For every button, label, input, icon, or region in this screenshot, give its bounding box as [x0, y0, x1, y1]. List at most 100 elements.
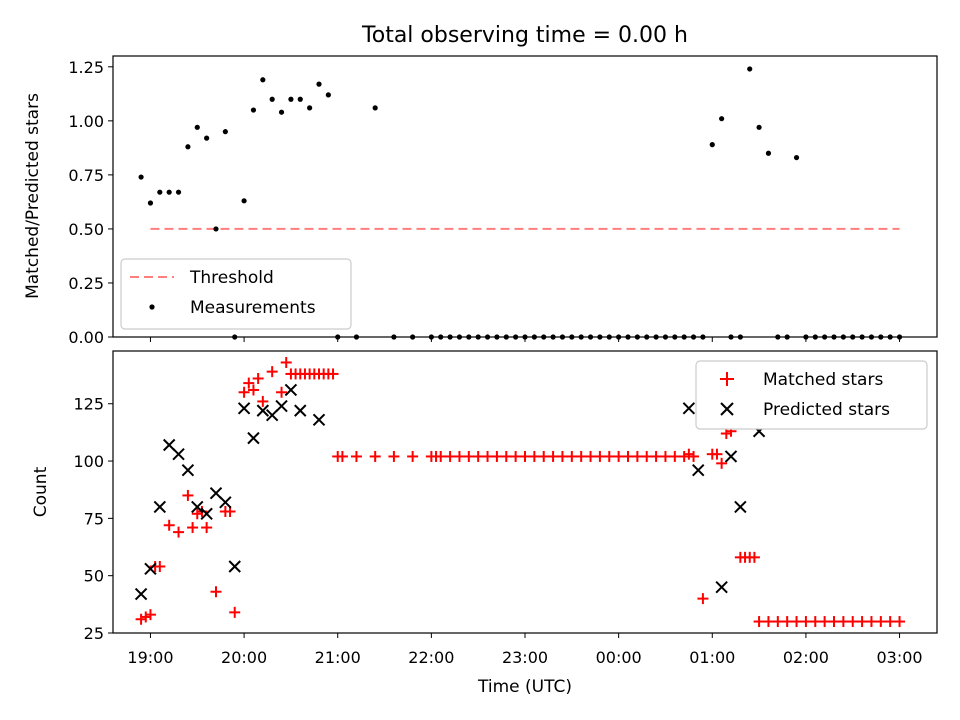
predicted-star-stroke — [200, 507, 213, 520]
predicted-star-stroke — [682, 402, 696, 415]
predicted-star-point — [237, 402, 251, 415]
predicted-star-point — [692, 464, 705, 477]
measurement-point — [765, 150, 772, 156]
predicted-star-point — [734, 500, 747, 514]
measurement-point — [147, 200, 154, 206]
matched-star-point — [622, 450, 634, 462]
predicted-star-point — [162, 438, 176, 452]
matched-star-point — [837, 616, 849, 628]
bottom-panel: 25 50 75 100 125 19:00 20:00 21:00 22:00 23:00 00… — [31, 350, 938, 697]
matched-star-point — [327, 368, 339, 380]
matched-star-point — [772, 616, 784, 628]
matched-star-point — [865, 616, 877, 628]
matched-star-point — [266, 366, 278, 378]
matched-star-point — [187, 522, 199, 534]
predicted-star-point — [153, 500, 167, 514]
top-panel: 0.00 0.25 0.50 0.75 1.00 1.25 Matched/Predict… — [23, 55, 938, 347]
matched-star-point — [463, 450, 475, 462]
matched-star-point — [336, 450, 348, 462]
predicted-star-stroke — [724, 450, 738, 463]
predicted-star-stroke — [256, 404, 270, 417]
bottom-x-tick-label: 01:00 — [689, 648, 735, 667]
bottom-x-tick-label: 02:00 — [783, 648, 829, 667]
predicted-star-stroke — [153, 500, 167, 514]
predicted-star-stroke — [144, 562, 157, 576]
matched-star-point — [720, 428, 732, 440]
matched-star-point — [257, 395, 269, 407]
matched-star-point — [753, 616, 765, 628]
matched-star-point — [491, 450, 503, 462]
matched-star-point — [238, 386, 250, 398]
bottom-y-axis-label: Count — [31, 466, 51, 517]
measurement-point — [194, 124, 200, 130]
matched-star-point — [697, 593, 709, 605]
matched-star-point — [847, 616, 859, 628]
matched-star-point — [444, 450, 456, 462]
predicted-star-stroke — [237, 402, 251, 415]
bottom-legend: Matched stars Predicted stars — [695, 360, 928, 430]
bottom-y-axis: 25 50 75 100 125 — [73, 395, 113, 643]
top-y-tick-label: 0.25 — [68, 274, 104, 293]
measurement-point — [719, 116, 725, 122]
legend-matched-label: Matched stars — [763, 370, 883, 390]
predicted-star-stroke — [284, 383, 298, 397]
predicted-star-point — [715, 580, 728, 594]
matched-star-point — [528, 450, 540, 462]
matched-star-point — [144, 609, 156, 621]
predicted-star-stroke — [219, 496, 232, 509]
matched-star-point — [669, 450, 681, 462]
top-y-tick-label: 1.25 — [68, 58, 104, 77]
matched-star-point — [173, 526, 185, 538]
top-legend-box — [120, 258, 352, 330]
measurement-point — [269, 96, 275, 102]
predicted-star-point — [200, 507, 213, 520]
matched-star-point — [556, 450, 568, 462]
matched-star-point — [247, 384, 259, 396]
matched-star-point — [135, 613, 147, 625]
bottom-x-axis-label: Time (UTC) — [477, 677, 572, 697]
predicted-star-stroke — [294, 404, 307, 417]
predicted-star-point — [294, 404, 307, 417]
matched-star-point — [575, 450, 587, 462]
measurement-point — [185, 144, 191, 150]
top-y-axis-label: Matched/Predicted stars — [23, 93, 43, 299]
predicted-star-stroke — [162, 438, 176, 452]
bottom-x-tick-label: 00:00 — [596, 648, 642, 667]
predicted-star-point — [265, 408, 279, 422]
matched-star-point — [884, 616, 896, 628]
measurement-point — [709, 142, 715, 148]
matched-star-point — [875, 616, 887, 628]
bottom-y-tick-label: 75 — [84, 509, 104, 528]
measurement-point — [297, 96, 303, 102]
predicted-star-point — [256, 404, 270, 417]
bottom-plot-frame — [112, 350, 938, 634]
matched-star-point — [201, 522, 213, 534]
measurement-point — [175, 189, 182, 195]
legend-predicted-swatch — [720, 402, 734, 416]
predicted-star-point — [209, 486, 223, 500]
top-y-tick-label: 0.75 — [68, 166, 104, 185]
measurement-point — [213, 226, 219, 232]
bottom-y-tick-label: 125 — [73, 395, 104, 414]
predicted-star-stroke — [715, 580, 728, 594]
matched-star-point — [641, 450, 653, 462]
measurement-point — [307, 105, 313, 111]
bottom-y-tick-label: 25 — [84, 624, 104, 643]
predicted-star-point — [181, 464, 195, 477]
predicted-star-point — [284, 383, 298, 397]
matched-star-point — [350, 450, 362, 462]
legend-threshold-label: Threshold — [189, 268, 274, 288]
matched-star-point — [210, 586, 222, 598]
matched-star-point — [280, 356, 292, 368]
matched-star-point — [191, 508, 203, 520]
predicted-star-point — [724, 450, 738, 463]
bottom-y-tick-label: 50 — [84, 567, 104, 586]
measurement-point — [260, 77, 266, 83]
matched-star-point — [631, 450, 643, 462]
measurement-point — [316, 81, 322, 87]
predicted-star-stroke — [734, 500, 747, 514]
measurement-point — [138, 174, 144, 180]
top-y-axis: 0.00 0.25 0.50 0.75 1.00 1.25 — [68, 58, 113, 347]
legend-matched-swatch — [720, 372, 734, 386]
predicted-star-stroke — [247, 431, 260, 445]
